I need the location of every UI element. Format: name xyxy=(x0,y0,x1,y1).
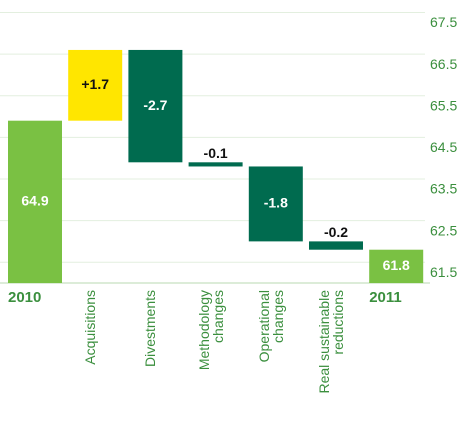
value-label: -0.2 xyxy=(324,224,348,240)
y-tick-label: 61.5 xyxy=(430,264,457,280)
value-label: -1.8 xyxy=(264,195,288,211)
x-tick-label: Operational changes xyxy=(255,290,286,363)
x-tick-label: Divestments xyxy=(142,290,159,368)
y-tick-label: 62.5 xyxy=(430,222,457,238)
bar xyxy=(128,49,183,163)
y-tick-label: 66.5 xyxy=(430,56,457,72)
x-tick-label: Methodology changes xyxy=(195,290,226,371)
bar xyxy=(309,241,363,250)
x-tick-label: Real sustainable reductions xyxy=(316,290,346,394)
value-label: 64.9 xyxy=(21,193,48,209)
x-tick-label: 2010 xyxy=(8,289,41,306)
bar xyxy=(188,162,243,167)
x-tick-label: 2011 xyxy=(369,289,402,306)
value-label: +1.7 xyxy=(81,76,109,92)
bar xyxy=(8,120,62,283)
y-tick-label: 64.5 xyxy=(430,139,457,155)
value-label: -2.7 xyxy=(143,97,167,113)
y-tick-label: 63.5 xyxy=(430,181,457,197)
y-tick-label: 65.5 xyxy=(430,97,457,113)
bar xyxy=(248,166,303,242)
bar xyxy=(68,49,123,121)
bar xyxy=(369,249,424,283)
value-label: 61.8 xyxy=(383,257,410,273)
value-label: -0.1 xyxy=(204,145,228,161)
y-tick-label: 67.5 xyxy=(430,14,457,30)
x-tick-label: Acquisitions xyxy=(82,290,99,365)
